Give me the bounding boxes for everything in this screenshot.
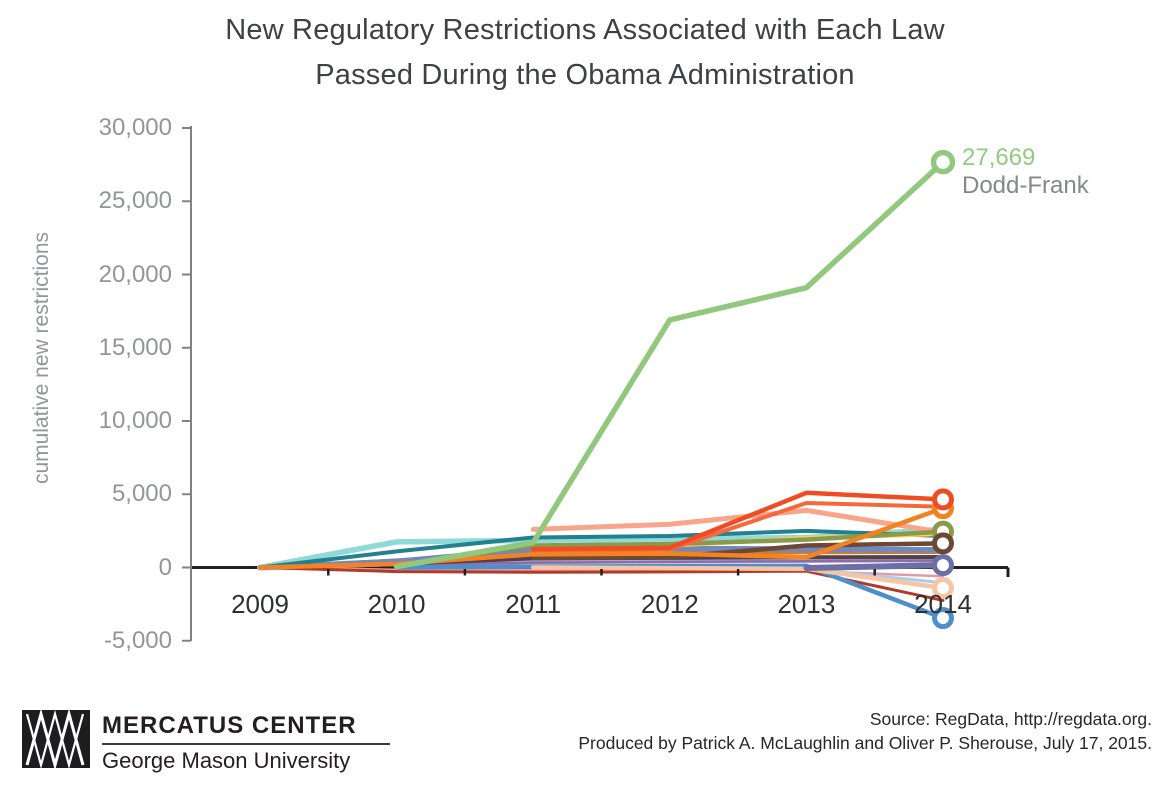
series-line-unlabeled-brown (530, 541, 946, 561)
y-tick-label-15000: 15,000 (98, 333, 172, 361)
series-line-unlabeled-slatepurple (803, 562, 946, 571)
x-tick-label-2011: 2011 (505, 589, 562, 619)
endpoint-marker-unlabeled-peach (932, 577, 954, 600)
endpoint-marker-unlabeled-slatepurple (932, 554, 954, 577)
y-tick-label-30000: 30,000 (98, 114, 172, 141)
source-line2: Produced by Patrick A. McLaughlin and Ol… (578, 732, 1152, 753)
mercatus-logo-name: MERCATUS CENTER (102, 712, 357, 739)
mercatus-logo-text: MERCATUS CENTER George Mason University (102, 711, 390, 774)
endpoint-marker-unlabeled-steelblue (932, 607, 954, 630)
x-tick-label-2014: 2014 (914, 589, 972, 619)
mercatus-triangles-logo-icon (22, 708, 90, 770)
chart-title: New Regulatory Restrictions Associated w… (0, 8, 1170, 98)
series-line-unlabeled-red (530, 490, 946, 552)
dodd-frank-annotation: 27,669 Dodd-Frank (962, 144, 1089, 200)
y-tick-label-5000: 5,000 (111, 480, 172, 508)
x-tick-label-2009: 2009 (231, 589, 289, 619)
chart-title-line1: New Regulatory Restrictions Associated w… (225, 14, 945, 46)
dodd-frank-value: 27,669 (962, 144, 1036, 171)
endpoint-marker-dodd-frank (930, 149, 956, 175)
y-tick-label-10000: 10,000 (98, 407, 172, 434)
series-line-unlabeled-orange (257, 505, 946, 570)
y-tick-label--5000: -5,000 (103, 626, 172, 654)
series-line-unlabeled-teal (258, 528, 945, 570)
series-line-unlabeled-salmon (530, 507, 946, 535)
x-tick-label-2013: 2013 (777, 589, 836, 619)
logo-divider (102, 743, 390, 745)
series-line-dodd-frank (393, 159, 946, 570)
y-tick-label-20000: 20,000 (98, 260, 172, 288)
y-tick-label-0: 0 (158, 553, 172, 581)
source-line1: Source: RegData, http://regdata.org. (869, 709, 1152, 729)
x-tick-label-2010: 2010 (367, 589, 426, 619)
mercatus-logo-subname: George Mason University (102, 748, 351, 773)
endpoint-marker-unlabeled-red (932, 488, 954, 511)
y-tick-label-25000: 25,000 (98, 187, 172, 215)
source-note: Source: RegData, http://regdata.org. Pro… (578, 708, 1152, 755)
chart-title-line2: Passed During the Obama Administration (315, 59, 855, 91)
series-line-unlabeled-peach (530, 565, 946, 591)
x-tick-label-2012: 2012 (640, 589, 699, 619)
endpoint-marker-unlabeled-brown (932, 532, 954, 555)
dodd-frank-label: Dodd-Frank (962, 172, 1089, 199)
